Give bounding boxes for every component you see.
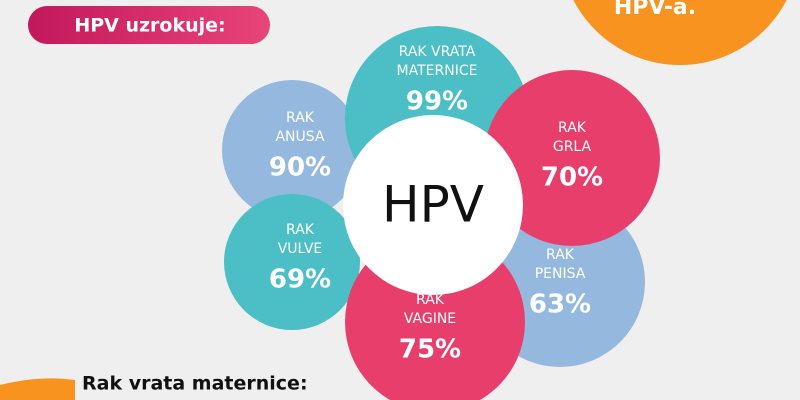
petal-label: VULVE bbox=[278, 241, 323, 257]
title-badge bbox=[28, 6, 270, 44]
petal-label: MATERNICE bbox=[397, 63, 478, 79]
petal: RAK VULVE 69% bbox=[224, 194, 360, 330]
petal-value: 90% bbox=[269, 153, 331, 183]
petal-value: 63% bbox=[529, 290, 591, 320]
petal-value: 70% bbox=[541, 163, 603, 193]
petal-value: 75% bbox=[399, 335, 461, 365]
footer-shape bbox=[0, 378, 75, 400]
petal-label: RAK VRATA bbox=[399, 44, 476, 60]
center-label: HPV bbox=[382, 176, 484, 234]
petal-circle bbox=[222, 80, 362, 220]
petal-label: GRLA bbox=[553, 139, 592, 155]
petal-label: RAK bbox=[416, 292, 445, 308]
corner-circle bbox=[573, 0, 787, 65]
petal-circle bbox=[484, 70, 660, 246]
petal-label: RAK bbox=[286, 110, 315, 126]
petal-circle bbox=[224, 194, 360, 330]
petal-label: ANUSA bbox=[275, 129, 324, 145]
petal-value: 99% bbox=[406, 87, 468, 117]
title: HPV uzrokuje: bbox=[74, 15, 225, 37]
corner-text: HPV-a. bbox=[614, 0, 696, 20]
petal-value: 69% bbox=[269, 265, 331, 295]
petal-label: RAK bbox=[558, 120, 587, 136]
petal: RAK ANUSA 90% bbox=[222, 80, 362, 220]
petal-label: RAK bbox=[546, 247, 575, 263]
footer-title: Rak vrata maternice: bbox=[82, 373, 308, 395]
petal: RAK GRLA 70% bbox=[484, 70, 660, 246]
center-circle bbox=[343, 115, 523, 295]
petal-label: RAK bbox=[286, 222, 315, 238]
petal-label: PENISA bbox=[535, 266, 586, 282]
petal-label: VAGINE bbox=[404, 311, 456, 327]
